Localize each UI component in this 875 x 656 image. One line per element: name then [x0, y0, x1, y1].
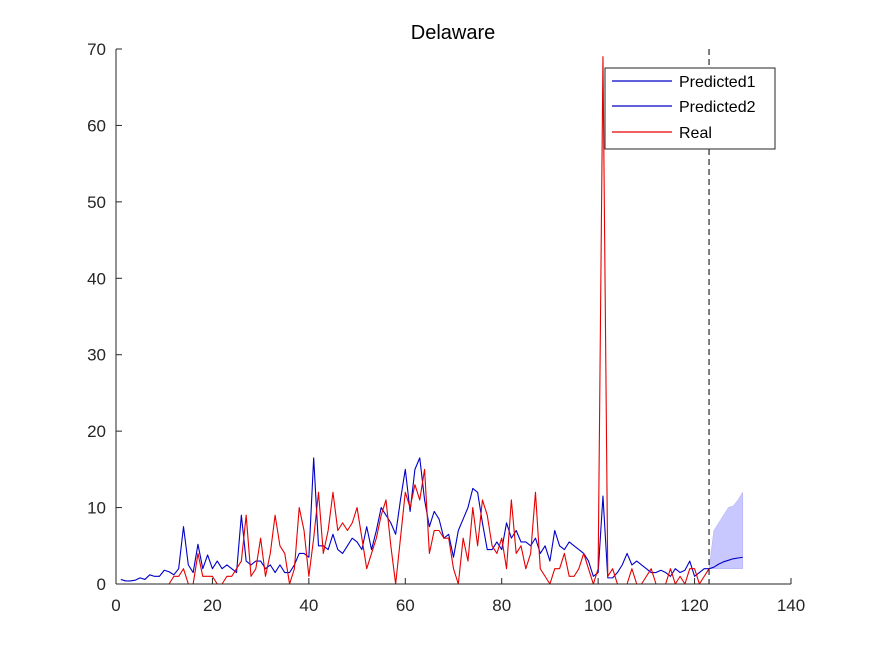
- y-tick-label: 60: [87, 116, 106, 135]
- x-ticks: 0 20 40 60 80 100 120 140: [111, 578, 805, 615]
- legend: Predicted1 Predicted2 Real: [604, 67, 776, 150]
- y-tick-label: 20: [87, 422, 106, 441]
- x-tick-label: 140: [777, 596, 805, 615]
- x-tick-label: 100: [584, 596, 612, 615]
- x-tick-label: 60: [396, 596, 415, 615]
- series-line-predicted1: [120, 457, 710, 582]
- x-tick-label: 40: [299, 596, 318, 615]
- y-tick-label: 50: [87, 193, 106, 212]
- legend-label-predicted1: Predicted1: [679, 74, 756, 91]
- legend-label-predicted2: Predicted2: [679, 99, 756, 116]
- y-tick-label: 70: [87, 40, 106, 59]
- x-tick-label: 0: [111, 596, 120, 615]
- x-tick-label: 120: [680, 596, 708, 615]
- series-line-predicted2: [708, 556, 743, 570]
- confidence-band: [708, 491, 744, 569]
- y-tick-label: 10: [87, 499, 106, 518]
- y-tick-label: 40: [87, 269, 106, 288]
- x-tick-label: 80: [492, 596, 511, 615]
- x-tick-label: 20: [203, 596, 222, 615]
- confidence-band-layer: [708, 491, 744, 569]
- chart-title: Delaware: [411, 22, 495, 44]
- y-ticks: 0 10 20 30 40 50 60 70: [87, 40, 122, 594]
- legend-label-real: Real: [679, 125, 712, 142]
- y-tick-label: 30: [87, 346, 106, 365]
- y-tick-label: 0: [97, 575, 106, 594]
- axes: [115, 49, 791, 585]
